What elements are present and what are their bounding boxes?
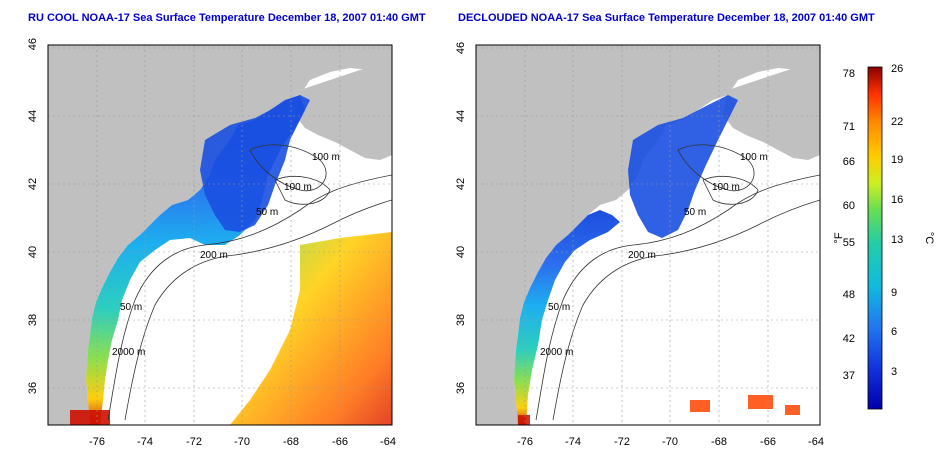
colorbar-c-tick: 13 <box>891 234 903 246</box>
colorbar-c-tick: 9 <box>891 287 897 299</box>
lat-axis-left: 46 44 42 40 38 36 <box>27 38 39 394</box>
colorbar-f-tick: 60 <box>843 200 855 212</box>
lat-tick: 38 <box>455 314 467 326</box>
sst-gulf-stream-left <box>230 232 392 425</box>
lon-tick: -66 <box>760 436 776 448</box>
sst-coastal-right <box>514 210 620 425</box>
colorbar-c-tick: 22 <box>891 116 903 128</box>
bathymetry-contours-left <box>107 144 392 421</box>
lon-tick: -64 <box>380 436 396 448</box>
colorbar-f-tick: 42 <box>843 333 855 345</box>
colorbar-f-tick: 66 <box>843 156 855 168</box>
contour-label: 2000 m <box>112 347 145 358</box>
colorbar-f-tick: 37 <box>843 370 855 382</box>
lon-axis-left: -76 -74 -72 -70 -68 -66 -64 <box>89 436 396 448</box>
lon-tick: -76 <box>89 436 105 448</box>
colorbar-f-tick: 78 <box>843 68 855 80</box>
lat-tick: 40 <box>27 246 39 258</box>
land-us <box>476 45 820 425</box>
contour-label: 50 m <box>684 207 706 218</box>
colorbar-f-tick: 55 <box>843 237 855 249</box>
contour-label: 50 m <box>256 207 278 218</box>
lat-tick: 38 <box>27 314 39 326</box>
colorbar-c-tick: 3 <box>891 366 897 378</box>
contour-label: 50 m <box>120 302 142 313</box>
lat-tick: 40 <box>455 246 467 258</box>
contour-label: 100 m <box>284 182 312 193</box>
lat-tick: 36 <box>27 382 39 394</box>
contour-label: 100 m <box>312 152 340 163</box>
lon-axis-right: -76 -74 -72 -70 -68 -66 -64 <box>517 436 824 448</box>
lon-tick: -68 <box>283 436 299 448</box>
colorbar <box>867 66 883 410</box>
lon-tick: -64 <box>808 436 824 448</box>
contour-label: 100 m <box>712 182 740 193</box>
graticule-right <box>476 45 820 425</box>
contour-label: 2000 m <box>540 347 573 358</box>
map-title-left: RU COOL NOAA-17 Sea Surface Temperature … <box>28 12 426 24</box>
graticule-left <box>48 45 392 425</box>
contour-label: 50 m <box>548 302 570 313</box>
lon-tick: -76 <box>517 436 533 448</box>
sst-gulf-of-maine-left <box>200 95 310 232</box>
colorbar-f-tick: 71 <box>843 121 855 133</box>
land-us <box>48 45 392 425</box>
colorbar-c-tick: 26 <box>891 63 903 75</box>
bathymetry-contours-right <box>535 144 820 421</box>
lon-tick: -74 <box>137 436 153 448</box>
lon-tick: -70 <box>662 436 678 448</box>
lat-tick: 46 <box>27 38 39 50</box>
contour-label: 200 m <box>628 250 656 261</box>
lon-tick: -70 <box>234 436 250 448</box>
land-nova-scotia <box>295 62 392 160</box>
map-title-right: DECLOUDED NOAA-17 Sea Surface Temperatur… <box>458 12 875 24</box>
colorbar-c-label: °C <box>923 232 935 244</box>
colorbar-c-tick: 16 <box>891 194 903 206</box>
lat-tick: 42 <box>27 178 39 190</box>
colorbar-celsius-axis: 26 22 19 16 13 9 6 3 <box>891 63 903 378</box>
colorbar-f-label: °F <box>833 232 845 243</box>
land-nova-scotia <box>723 62 820 160</box>
lat-tick: 44 <box>455 110 467 122</box>
lat-axis-right: 46 44 42 40 38 36 <box>455 42 467 394</box>
lon-tick: -74 <box>565 436 581 448</box>
lon-tick: -66 <box>332 436 348 448</box>
map-left-frame <box>47 44 393 426</box>
map-right-content: 100 m 100 m 50 m 200 m 50 m 2000 m <box>476 45 820 425</box>
lat-tick: 46 <box>455 42 467 54</box>
lon-tick: -68 <box>711 436 727 448</box>
lat-tick: 44 <box>27 110 39 122</box>
sst-gulf-of-maine-right <box>628 95 738 238</box>
colorbar-f-tick: 48 <box>843 289 855 301</box>
map-left-content: 100 m 100 m 50 m 200 m 50 m 2000 m <box>48 45 392 425</box>
sst-warm-patches-right <box>518 395 800 425</box>
colorbar-c-tick: 19 <box>891 154 903 166</box>
lon-tick: -72 <box>186 436 202 448</box>
lat-tick: 42 <box>455 178 467 190</box>
map-right-frame <box>475 44 821 426</box>
lat-tick: 36 <box>455 382 467 394</box>
colorbar-c-tick: 6 <box>891 326 897 338</box>
colorbar-fahrenheit-axis: 78 71 66 60 55 48 42 37 <box>843 68 855 382</box>
contour-label: 100 m <box>740 152 768 163</box>
contour-label: 200 m <box>200 250 228 261</box>
lon-tick: -72 <box>614 436 630 448</box>
